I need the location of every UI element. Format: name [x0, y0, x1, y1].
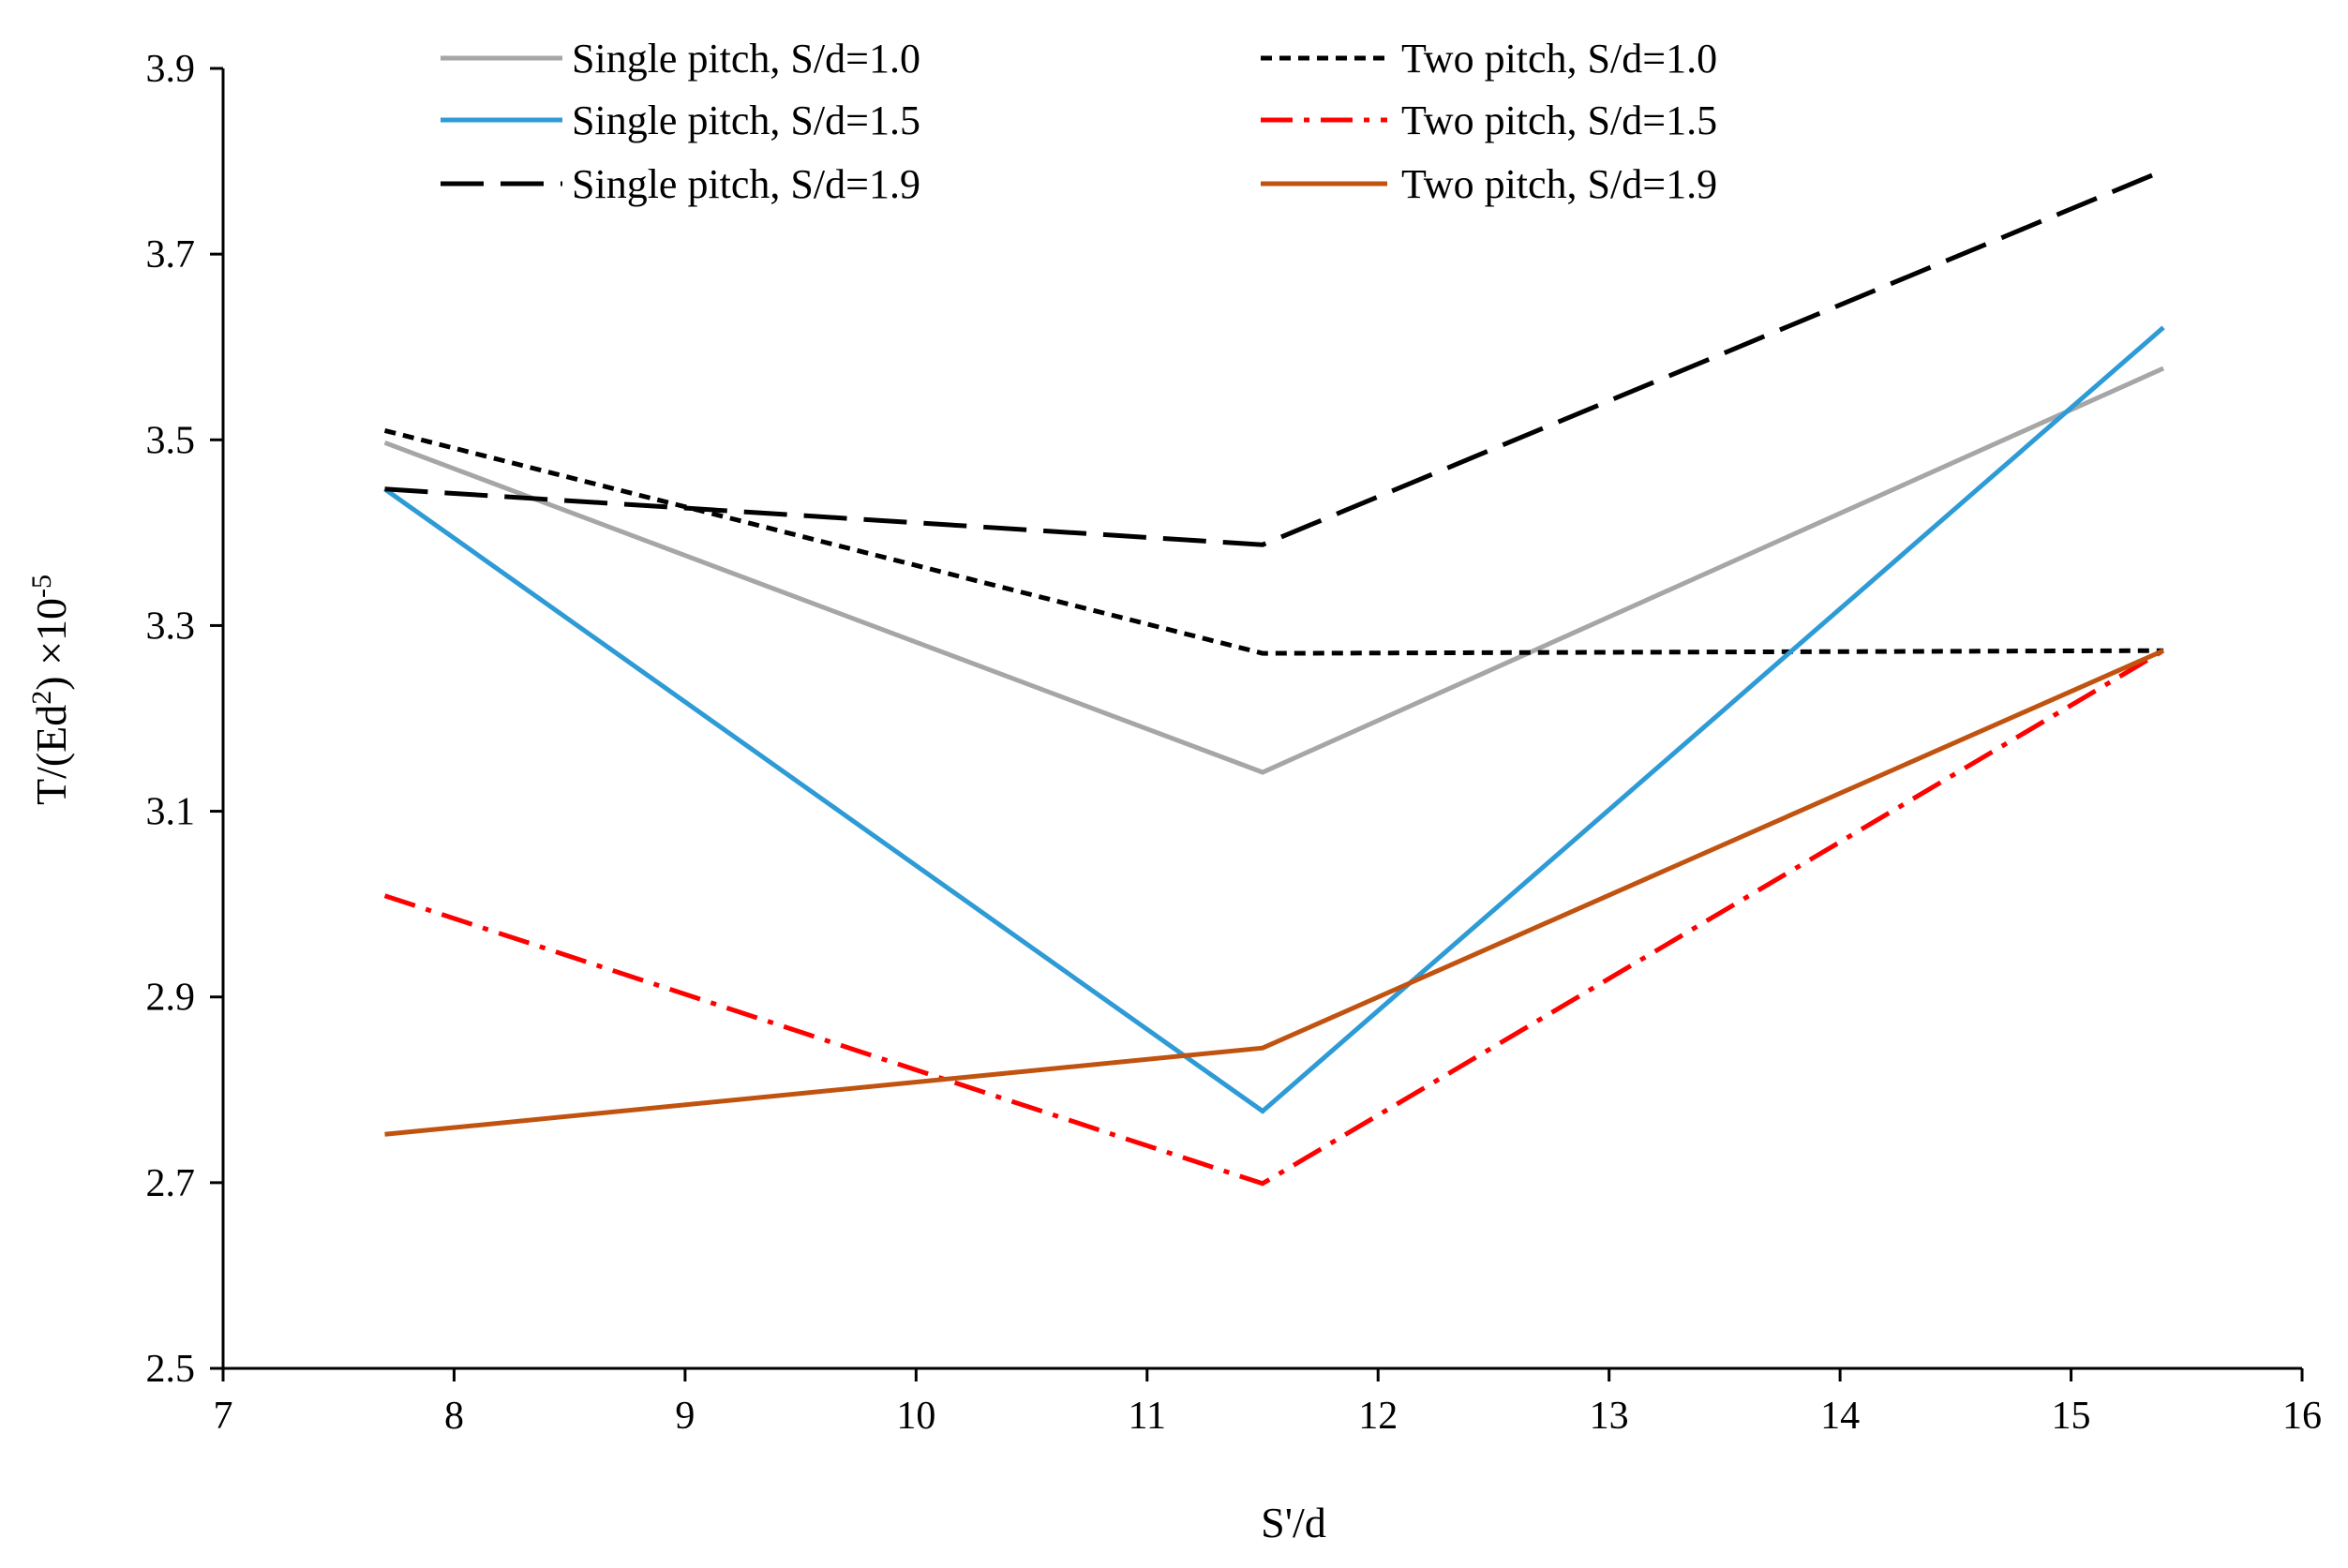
- legend-label: Two pitch, S/d=1.0: [1401, 36, 1717, 82]
- y-axis-title-main: T/(Ed: [27, 705, 75, 805]
- x-tick-label: 10: [896, 1395, 935, 1438]
- x-axis-title: S'/d: [1261, 1499, 1326, 1546]
- y-tick-label: 3.1: [146, 791, 196, 834]
- legend-label: Two pitch, S/d=1.5: [1401, 97, 1717, 143]
- x-tick-label: 11: [1129, 1395, 1166, 1438]
- legend-label: Single pitch, S/d=1.5: [572, 97, 920, 143]
- y-tick-label: 3.5: [146, 419, 196, 462]
- axes: [221, 68, 2302, 1370]
- series-lines: [383, 168, 2165, 1187]
- series-line-two-pitch-s-d-1-0: [383, 427, 2164, 656]
- legend-label: Single pitch, S/d=1.0: [572, 36, 920, 82]
- x-tick-label: 8: [444, 1395, 464, 1438]
- y-tick-label: 2.7: [146, 1162, 196, 1205]
- y-axis-title-mid: ) ×10: [27, 598, 75, 691]
- series-line-single-pitch-s-d-1-9: [384, 168, 2165, 547]
- x-tick-label: 7: [214, 1395, 233, 1438]
- x-ticks: 7 8 9 10 11 12 13 14 15 16: [214, 1368, 2322, 1438]
- y-tick-label: 3.3: [146, 605, 196, 648]
- x-tick-label: 12: [1358, 1395, 1398, 1438]
- legend-label: Two pitch, S/d=1.9: [1401, 161, 1717, 207]
- y-axis-title: T/(Ed2) ×10-5: [26, 575, 75, 805]
- y-ticks: 2.5 2.7 2.9 3.1 3.3 3.5 3.7 3.9: [146, 48, 223, 1391]
- legend-label: Single pitch, S/d=1.9: [572, 161, 920, 207]
- y-axis-title-sup-2: -5: [26, 575, 57, 598]
- x-tick-label: 15: [2052, 1395, 2091, 1438]
- y-tick-label: 3.9: [146, 48, 196, 91]
- x-tick-label: 13: [1590, 1395, 1629, 1438]
- x-tick-label: 14: [1820, 1395, 1860, 1438]
- x-tick-label: 16: [2282, 1395, 2322, 1438]
- legend: Single pitch, S/d=1.0 Two pitch, S/d=1.0 S…: [441, 36, 1717, 207]
- series-line-single-pitch-s-d-1-5: [383, 325, 2165, 1114]
- y-tick-label: 3.7: [146, 233, 196, 276]
- y-tick-label: 2.9: [146, 977, 196, 1020]
- series-line-single-pitch-s-d-1-0: [383, 366, 2165, 775]
- x-tick-label: 9: [675, 1395, 695, 1438]
- series-line-two-pitch-s-d-1-9: [384, 648, 2165, 1137]
- series-line-two-pitch-s-d-1-5: [383, 649, 2165, 1187]
- y-axis-title-sup-1: 2: [26, 691, 57, 705]
- y-tick-label: 2.5: [146, 1348, 196, 1391]
